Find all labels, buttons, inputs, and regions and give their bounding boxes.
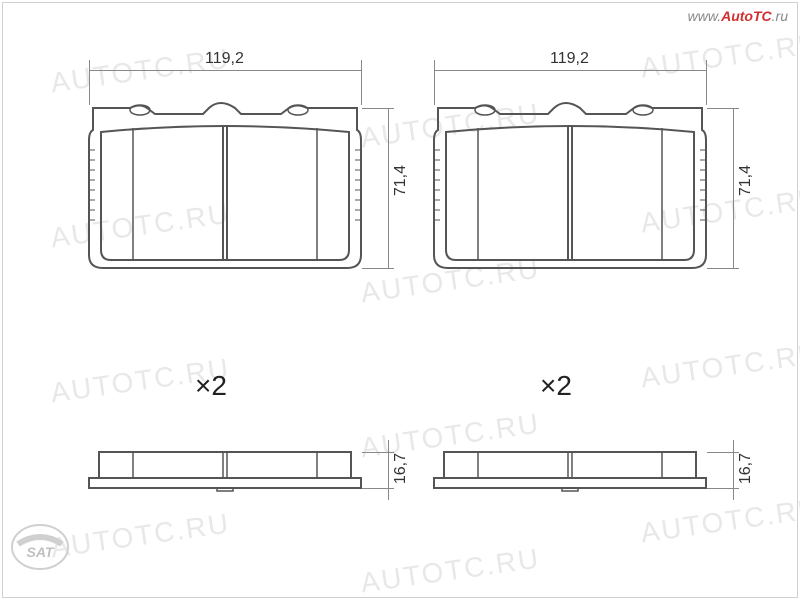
- dim-extension: [707, 452, 739, 453]
- dim-extension: [89, 60, 90, 105]
- sat-logo: SAT: [10, 522, 70, 572]
- dim-thick-right: 16,7: [737, 453, 755, 484]
- brake-pad-front-right: [430, 100, 710, 275]
- dim-extension: [362, 488, 394, 489]
- dim-line-thick-left: [388, 440, 389, 500]
- dim-line-height-right: [733, 108, 734, 268]
- url-brand: AutoTC: [721, 8, 772, 24]
- brake-pad-side-left: [85, 450, 365, 492]
- svg-text:SAT: SAT: [27, 544, 55, 560]
- dim-extension: [361, 60, 362, 105]
- url-www: www.: [688, 8, 721, 24]
- dim-width-right: 119,2: [550, 50, 589, 68]
- dim-height-right: 71,4: [737, 165, 755, 196]
- dim-extension: [362, 452, 394, 453]
- dim-width-left: 119,2: [205, 50, 244, 68]
- qty-x2-right: ×2: [540, 370, 572, 402]
- dim-line-height-left: [388, 108, 389, 268]
- dim-height-left: 71,4: [392, 165, 410, 196]
- dim-extension: [707, 108, 739, 109]
- url-ru: .ru: [772, 8, 788, 24]
- brake-pad-front-left: [85, 100, 365, 275]
- dim-line-width-left: [89, 70, 361, 71]
- dim-extension: [362, 108, 394, 109]
- dim-extension: [707, 488, 739, 489]
- qty-x2-left: ×2: [195, 370, 227, 402]
- dim-line-thick-right: [733, 440, 734, 500]
- dim-extension: [362, 268, 394, 269]
- dim-thick-left: 16,7: [392, 453, 410, 484]
- dim-extension: [434, 60, 435, 105]
- brake-pad-side-right: [430, 450, 710, 492]
- dim-extension: [706, 60, 707, 105]
- outer-frame: [2, 2, 798, 598]
- dim-line-width-right: [434, 70, 706, 71]
- site-url: www.AutoTC.ru: [688, 8, 788, 24]
- dim-extension: [707, 268, 739, 269]
